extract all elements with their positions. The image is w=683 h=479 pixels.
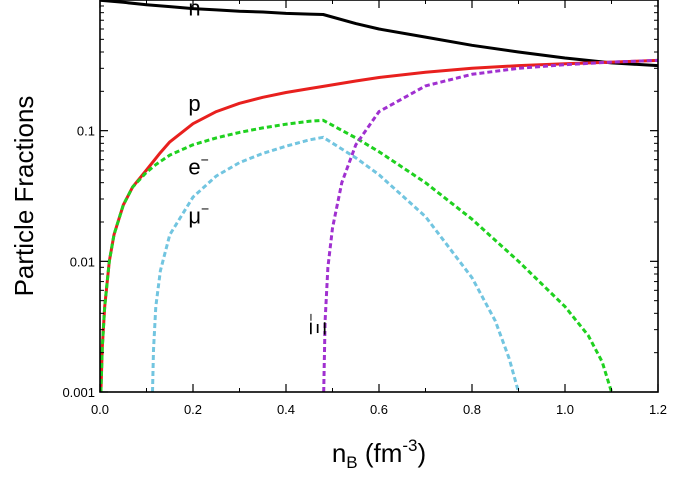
x-tick-label: 1.0 xyxy=(556,402,574,417)
series-line-3 xyxy=(99,118,613,393)
x-tick-label: 0.4 xyxy=(277,402,295,417)
x-tick-label: 0.6 xyxy=(370,402,388,417)
series-label-text: μ xyxy=(188,203,201,228)
series-label-3: e− xyxy=(188,152,208,180)
series-line-5 xyxy=(322,58,659,393)
series-layer xyxy=(99,0,659,393)
x-axis-title-sup: -3 xyxy=(402,436,417,455)
y-tick-label: 0.001 xyxy=(62,385,95,400)
series-label-sup: − xyxy=(303,313,319,321)
svg-text:e−: e− xyxy=(188,152,208,180)
x-axis-title: nB (fm-3) xyxy=(332,436,426,472)
series-line-2 xyxy=(99,58,659,393)
series-label-text: e xyxy=(188,155,200,180)
x-axis-title-rest: (fm xyxy=(358,438,403,468)
series-label-5: Ξ− xyxy=(303,313,331,336)
series-label-1: n xyxy=(188,0,200,21)
x-axis-title-sub: B xyxy=(346,453,357,472)
x-axis-title-main: n xyxy=(332,438,346,468)
series-label-sup: − xyxy=(201,200,209,216)
svg-text:Ξ−: Ξ− xyxy=(303,313,331,336)
series-label-text: n xyxy=(188,0,200,21)
labels-layer: npe−μ−Ξ− xyxy=(188,0,330,336)
series-line-4 xyxy=(151,135,520,393)
series-label-sup: − xyxy=(201,152,209,168)
x-tick-label: 0.2 xyxy=(184,402,202,417)
svg-text:p: p xyxy=(188,91,200,116)
x-axis-title-close: ) xyxy=(418,438,427,468)
series-label-text: Ξ xyxy=(306,321,331,335)
svg-text:n: n xyxy=(188,0,200,21)
y-tick-label: 0.01 xyxy=(70,254,95,269)
series-label-text: p xyxy=(188,91,200,116)
series-label-4: μ− xyxy=(188,200,209,228)
plot-frame xyxy=(99,0,659,393)
x-tick-label: 0.8 xyxy=(463,402,481,417)
svg-text:μ−: μ− xyxy=(188,200,209,228)
series-line-1 xyxy=(99,0,659,68)
y-tick-label: 0.1 xyxy=(77,124,95,139)
y-axis-title: Particle Fractions xyxy=(9,96,39,297)
x-tick-label: 0.0 xyxy=(91,402,109,417)
x-tick-label: 1.2 xyxy=(649,402,667,417)
series-label-2: p xyxy=(188,91,200,116)
